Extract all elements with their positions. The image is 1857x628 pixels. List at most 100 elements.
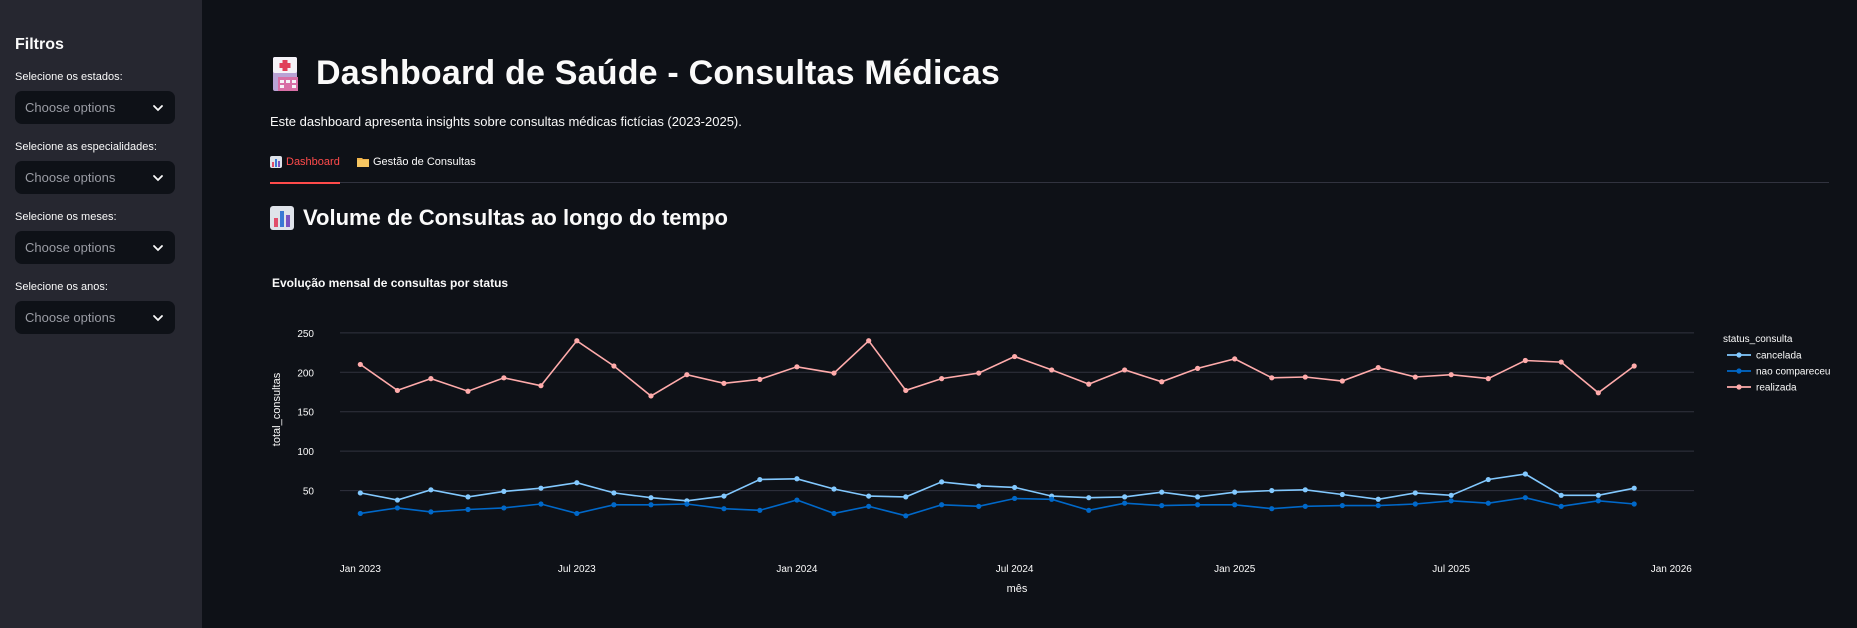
data-point-nao-compareceu (1485, 500, 1491, 506)
data-point-cancelada (1631, 485, 1637, 491)
x-tick-label: Jan 2025 (1214, 564, 1256, 575)
legend-marker-realizada (1736, 384, 1742, 390)
data-point-realizada (794, 364, 800, 370)
data-point-cancelada (1159, 489, 1165, 495)
data-point-realizada (611, 363, 617, 369)
y-tick-label: 50 (303, 487, 315, 498)
section-heading: Volume de Consultas ao longo do tempo (270, 205, 728, 231)
data-point-cancelada (1232, 489, 1238, 495)
data-point-cancelada (1339, 491, 1345, 498)
tab-bar: Dashboard Gestão de Consultas (270, 150, 1829, 184)
data-point-nao-compareceu (1412, 501, 1418, 507)
data-point-cancelada (611, 490, 617, 496)
data-point-realizada (1232, 356, 1238, 362)
data-point-realizada (1302, 374, 1308, 380)
data-point-nao-compareceu (721, 506, 727, 512)
data-point-realizada (1122, 367, 1128, 373)
data-point-realizada (721, 380, 727, 386)
data-point-cancelada (1086, 495, 1092, 501)
line-chart[interactable]: 50 100 150 200 250 Jan 2023 Jul 2023 Jan 2024 Ju… (202, 0, 1857, 628)
chart-title: Evolução mensal de consultas por status (272, 276, 509, 290)
data-point-nao-compareceu (611, 502, 617, 508)
data-point-cancelada (648, 495, 654, 501)
data-point-realizada (1086, 381, 1092, 387)
data-point-nao-compareceu (357, 510, 363, 517)
data-point-cancelada (757, 476, 763, 483)
data-point-cancelada (794, 476, 800, 482)
legend-title: status_consulta (1723, 334, 1793, 345)
data-point-nao-compareceu (1195, 502, 1201, 508)
data-point-cancelada (1375, 496, 1381, 502)
x-tick-label: Jul 2025 (1432, 564, 1470, 575)
data-point-cancelada (1558, 492, 1564, 498)
data-point-nao-compareceu (501, 505, 507, 511)
data-point-cancelada (1522, 471, 1528, 477)
data-point-nao-compareceu (1375, 502, 1381, 509)
data-point-realizada (1339, 378, 1345, 384)
data-point-realizada (976, 370, 982, 376)
tab-dashboard[interactable]: Dashboard (270, 156, 340, 184)
series-line-cancelada (360, 473, 1635, 502)
data-point-realizada (1522, 357, 1528, 364)
sidebar: Filtros Selecione os estados: Choose opt… (0, 0, 202, 628)
data-point-realizada (1485, 376, 1491, 382)
x-axis-label: mês (1007, 583, 1028, 595)
data-point-realizada (465, 388, 471, 394)
data-point-nao-compareceu (866, 503, 872, 509)
x-tick-label: Jan 2026 (1651, 564, 1693, 575)
tab-dashboard-label: Dashboard (286, 156, 340, 168)
data-point-realizada (1595, 390, 1601, 396)
estados-multiselect[interactable]: Choose options (15, 91, 175, 124)
data-point-nao-compareceu (976, 503, 982, 509)
data-point-realizada (684, 372, 690, 378)
data-point-nao-compareceu (574, 510, 580, 517)
data-point-nao-compareceu (1012, 495, 1018, 502)
x-tick-label: Jul 2023 (558, 564, 596, 575)
data-point-nao-compareceu (1302, 503, 1308, 509)
anos-placeholder: Choose options (25, 310, 116, 325)
page-title: Dashboard de Saúde - Consultas Médicas (270, 54, 1000, 93)
data-point-cancelada (501, 488, 507, 494)
sidebar-title: Filtros (15, 36, 64, 53)
data-point-realizada (757, 376, 763, 383)
meses-multiselect[interactable]: Choose options (15, 231, 175, 264)
page-subtitle: Este dashboard apresenta insights sobre … (270, 114, 742, 129)
data-point-cancelada (465, 494, 471, 500)
chevron-down-icon (153, 104, 163, 111)
data-point-cancelada (1412, 490, 1418, 496)
especialidades-multiselect[interactable]: Choose options (15, 161, 175, 194)
data-point-cancelada (939, 479, 945, 485)
anos-multiselect[interactable]: Choose options (15, 301, 175, 334)
data-point-nao-compareceu (1558, 503, 1564, 509)
main-content: Dashboard de Saúde - Consultas Médicas E… (202, 0, 1857, 628)
data-point-nao-compareceu (684, 501, 690, 507)
tab-gestao-consultas[interactable]: Gestão de Consultas (357, 156, 476, 182)
data-point-nao-compareceu (757, 507, 763, 513)
data-point-cancelada (1195, 494, 1201, 500)
meses-label: Selecione os meses: (15, 211, 117, 223)
data-point-cancelada (831, 486, 837, 492)
legend-label-cancelada: cancelada (1756, 351, 1802, 362)
data-point-realizada (1012, 353, 1018, 360)
estados-placeholder: Choose options (25, 100, 116, 115)
data-point-cancelada (538, 485, 544, 491)
page-title-text: Dashboard de Saúde - Consultas Médicas (316, 54, 1000, 92)
data-point-nao-compareceu (1522, 495, 1528, 501)
y-tick-label: 150 (297, 408, 314, 419)
data-point-cancelada (394, 497, 401, 503)
data-point-nao-compareceu (1595, 498, 1601, 504)
data-point-realizada (574, 338, 580, 344)
y-tick-label: 100 (297, 447, 314, 458)
legend-marker-nao-compareceu (1736, 368, 1742, 374)
data-point-cancelada (357, 490, 363, 496)
y-axis-label: total_consultas (271, 372, 283, 446)
data-point-realizada (1195, 365, 1201, 371)
data-point-cancelada (1012, 484, 1018, 491)
estados-label: Selecione os estados: (15, 71, 123, 83)
data-point-nao-compareceu (465, 506, 471, 513)
legend-marker-cancelada (1736, 352, 1742, 358)
hospital-icon (273, 56, 298, 91)
data-point-realizada (903, 387, 909, 394)
data-point-cancelada (1302, 487, 1308, 493)
series-line-nao-compareceu (360, 496, 1635, 517)
